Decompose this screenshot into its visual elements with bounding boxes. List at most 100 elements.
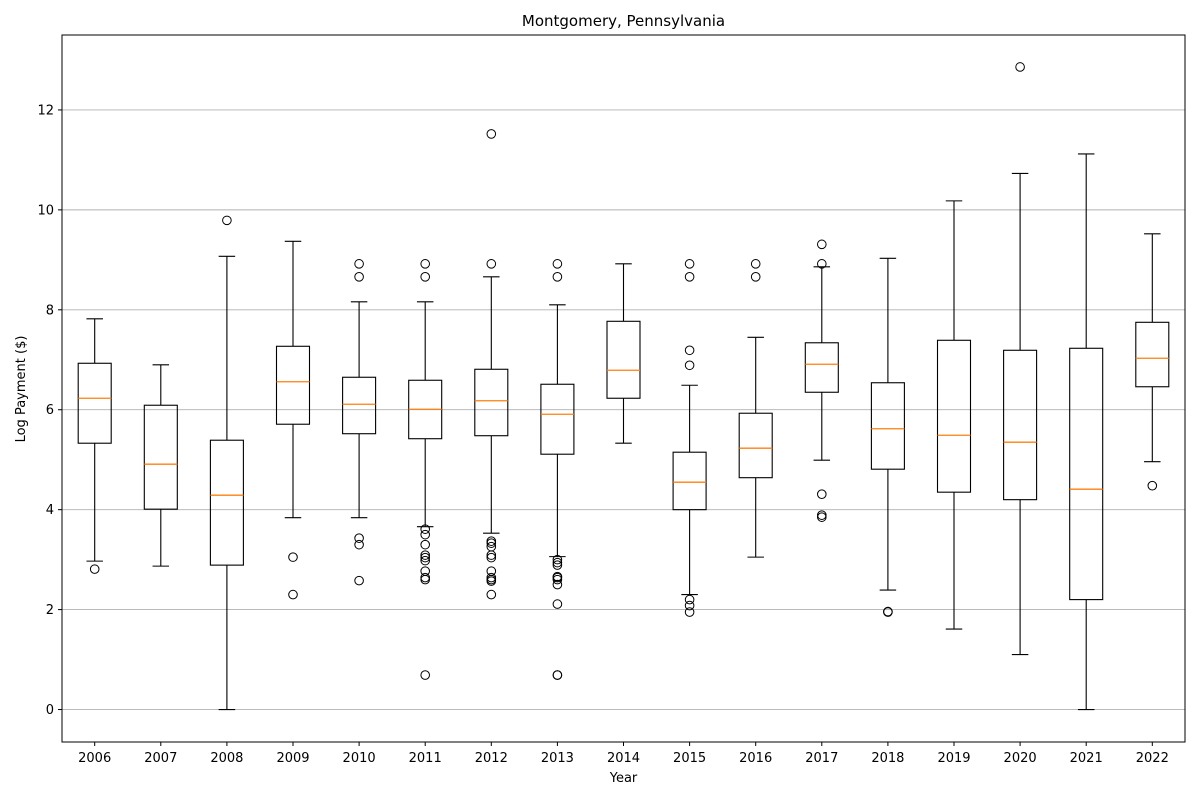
box-iqr	[1003, 349, 1038, 501]
y-tick-label: 6	[46, 403, 54, 418]
outlier-point	[552, 670, 563, 680]
box-plot-2016	[738, 259, 773, 558]
box-plot-2007	[143, 364, 178, 567]
box-iqr	[77, 362, 112, 444]
outlier-point	[883, 607, 893, 617]
box-plot-2019	[936, 200, 972, 630]
box-iqr	[738, 412, 773, 479]
outlier-point	[1147, 480, 1158, 491]
outlier-point	[817, 239, 827, 250]
outlier-point	[288, 589, 298, 600]
outlier-point	[817, 512, 827, 522]
box-plot-2011	[408, 259, 443, 680]
outlier-point	[552, 557, 563, 568]
x-tick-label: 2012	[475, 751, 508, 766]
outlier-point	[684, 594, 695, 605]
outlier-point	[684, 272, 695, 282]
x-tick-label: 2006	[78, 751, 111, 766]
box-plots	[77, 62, 1170, 711]
y-tick-label: 4	[46, 503, 54, 518]
outlier-point	[684, 360, 695, 371]
outlier-point	[684, 345, 695, 356]
outlier-point	[817, 510, 827, 520]
outlier-point	[354, 272, 364, 282]
x-tick-label: 2009	[276, 751, 309, 766]
outlier-point	[354, 533, 364, 543]
outlier-point	[354, 575, 364, 586]
x-tick-label: 2021	[1070, 751, 1103, 766]
x-tick-label: 2014	[607, 751, 640, 766]
outlier-point	[486, 552, 497, 563]
outlier-point	[552, 579, 563, 590]
box-iqr	[540, 383, 575, 455]
box-plot-2013	[540, 259, 575, 680]
box-iqr	[672, 451, 707, 511]
y-tick-label: 12	[37, 103, 54, 118]
x-tick-label: 2017	[805, 751, 838, 766]
box-plot-2009	[275, 240, 311, 600]
x-tick-label: 2022	[1136, 751, 1169, 766]
outlier-point	[420, 574, 431, 585]
box-plot-2020	[1003, 62, 1038, 656]
box-iqr	[143, 404, 178, 510]
y-axis: 0 2 4 6 8 10 12	[37, 103, 62, 718]
y-tick-label: 10	[37, 203, 54, 218]
outlier-point	[552, 259, 563, 269]
x-tick-label: 2018	[871, 751, 904, 766]
x-tick-label: 2013	[541, 751, 574, 766]
box-iqr	[804, 342, 839, 393]
outlier-point	[420, 272, 431, 282]
outlier-point	[486, 550, 497, 560]
outlier-point	[552, 560, 563, 570]
outlier-point	[486, 259, 497, 269]
outlier-point	[1015, 62, 1025, 72]
outlier-point	[684, 607, 695, 617]
box-iqr	[474, 368, 509, 437]
box-plot-2010	[342, 259, 377, 586]
outlier-point	[486, 589, 497, 600]
plot-frame	[61, 34, 1186, 743]
box-iqr	[342, 376, 377, 435]
outlier-point	[552, 272, 563, 282]
box-plot-2017	[804, 239, 839, 522]
box-plot-2014	[606, 263, 641, 444]
outlier-point	[750, 272, 761, 282]
box-plot-2012	[474, 129, 509, 600]
outlier-point	[552, 599, 563, 609]
x-tick-label: 2020	[1004, 751, 1037, 766]
x-tick-label: 2019	[937, 751, 970, 766]
y-axis-label: Log Payment ($)	[14, 336, 29, 443]
outlier-point	[89, 564, 100, 574]
outlier-point	[817, 489, 827, 499]
x-tick-label: 2007	[144, 751, 177, 766]
x-tick-label: 2015	[673, 751, 706, 766]
x-axis: 2006 2007 2008 2009 2010 2011 2012 2013 2014 2015…	[78, 742, 1169, 766]
x-tick-label: 2011	[409, 751, 442, 766]
chart-title: Montgomery, Pennsylvania	[522, 12, 725, 30]
outlier-point	[552, 554, 563, 565]
outlier-point	[354, 259, 364, 269]
x-tick-label: 2010	[343, 751, 376, 766]
outlier-point	[817, 259, 827, 269]
outlier-point	[420, 529, 431, 540]
box-iqr	[606, 320, 641, 399]
outlier-point	[420, 524, 431, 534]
box-plot-2018	[870, 257, 905, 617]
box-iqr	[1135, 321, 1170, 388]
box-iqr	[275, 345, 311, 425]
box-plot-2021	[1069, 153, 1104, 711]
box-iqr	[936, 339, 972, 493]
x-tick-label: 2016	[739, 751, 772, 766]
y-tick-label: 8	[46, 303, 54, 318]
outlier-point	[420, 550, 431, 560]
y-tick-label: 0	[46, 703, 54, 718]
box-plot-2006	[77, 318, 112, 574]
x-tick-label: 2008	[210, 751, 243, 766]
outlier-point	[552, 574, 563, 585]
outlier-point	[420, 555, 431, 566]
outlier-point	[354, 539, 364, 550]
outlier-point	[750, 259, 761, 269]
box-plot-2008	[209, 215, 244, 711]
outlier-point	[420, 552, 431, 563]
